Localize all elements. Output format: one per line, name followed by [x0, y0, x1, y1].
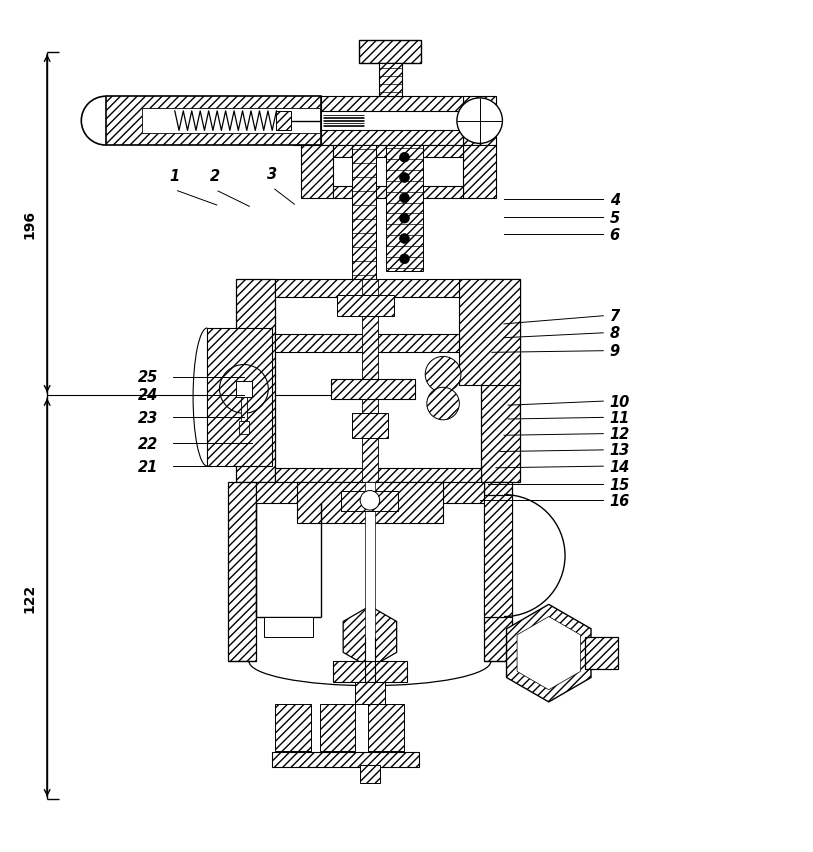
- Circle shape: [360, 491, 380, 510]
- Bar: [276, 112, 291, 131]
- Polygon shape: [333, 187, 463, 199]
- Polygon shape: [275, 335, 481, 353]
- Text: 16: 16: [610, 493, 630, 508]
- Text: 23: 23: [138, 411, 159, 425]
- Text: 24: 24: [138, 388, 159, 403]
- Bar: [362, 279, 378, 483]
- Bar: [365, 483, 375, 682]
- Circle shape: [457, 99, 502, 144]
- Text: 8: 8: [610, 326, 620, 341]
- Polygon shape: [207, 329, 272, 467]
- Polygon shape: [275, 279, 481, 297]
- Bar: [379, 64, 402, 97]
- Polygon shape: [463, 97, 496, 146]
- Text: 6: 6: [610, 227, 620, 243]
- Text: 9: 9: [610, 344, 620, 359]
- Circle shape: [220, 366, 268, 414]
- Text: 2: 2: [211, 169, 220, 184]
- Bar: [341, 491, 398, 511]
- Polygon shape: [293, 97, 321, 146]
- Text: 14: 14: [610, 459, 630, 474]
- Bar: [241, 398, 247, 422]
- Bar: [333, 661, 406, 682]
- Polygon shape: [275, 469, 481, 483]
- Bar: [320, 704, 355, 751]
- Bar: [275, 704, 311, 751]
- Bar: [272, 752, 419, 767]
- Bar: [360, 765, 380, 783]
- Text: 25: 25: [138, 370, 159, 385]
- Text: 196: 196: [22, 210, 37, 239]
- Text: 22: 22: [138, 436, 159, 452]
- Polygon shape: [506, 605, 591, 702]
- Bar: [239, 422, 249, 435]
- Text: 12: 12: [610, 427, 630, 441]
- Text: 21: 21: [138, 459, 159, 474]
- Text: 10: 10: [610, 394, 630, 409]
- Circle shape: [400, 193, 410, 204]
- Polygon shape: [352, 146, 376, 279]
- Text: 122: 122: [22, 583, 37, 613]
- Circle shape: [400, 214, 410, 224]
- Bar: [368, 704, 404, 751]
- Polygon shape: [331, 380, 415, 400]
- Bar: [355, 682, 385, 704]
- Text: 7: 7: [610, 309, 620, 324]
- Polygon shape: [517, 617, 580, 690]
- Text: 1: 1: [170, 169, 180, 184]
- Polygon shape: [484, 495, 512, 617]
- Polygon shape: [463, 146, 496, 199]
- Polygon shape: [321, 97, 463, 112]
- Polygon shape: [301, 146, 333, 199]
- Text: 15: 15: [610, 477, 630, 492]
- Text: 13: 13: [610, 443, 630, 458]
- Bar: [142, 109, 320, 134]
- Circle shape: [425, 357, 461, 393]
- Bar: [236, 382, 252, 398]
- Circle shape: [427, 388, 459, 420]
- Polygon shape: [343, 607, 397, 668]
- Polygon shape: [481, 279, 520, 483]
- Bar: [264, 617, 313, 637]
- Circle shape: [400, 234, 410, 245]
- Text: 11: 11: [610, 411, 630, 425]
- Text: 4: 4: [610, 193, 620, 208]
- Polygon shape: [459, 279, 520, 385]
- Polygon shape: [228, 483, 256, 661]
- Bar: [585, 637, 618, 670]
- Polygon shape: [352, 414, 388, 438]
- Polygon shape: [297, 483, 443, 523]
- Polygon shape: [256, 483, 484, 504]
- Polygon shape: [236, 279, 275, 483]
- Bar: [359, 41, 421, 64]
- Circle shape: [400, 153, 410, 163]
- Polygon shape: [337, 296, 394, 316]
- Polygon shape: [386, 146, 423, 272]
- Text: 5: 5: [610, 210, 620, 226]
- Polygon shape: [484, 483, 512, 661]
- Text: 3: 3: [267, 167, 277, 181]
- Circle shape: [400, 174, 410, 183]
- Polygon shape: [321, 131, 463, 146]
- Polygon shape: [333, 146, 463, 158]
- Polygon shape: [106, 97, 321, 146]
- Circle shape: [400, 255, 410, 264]
